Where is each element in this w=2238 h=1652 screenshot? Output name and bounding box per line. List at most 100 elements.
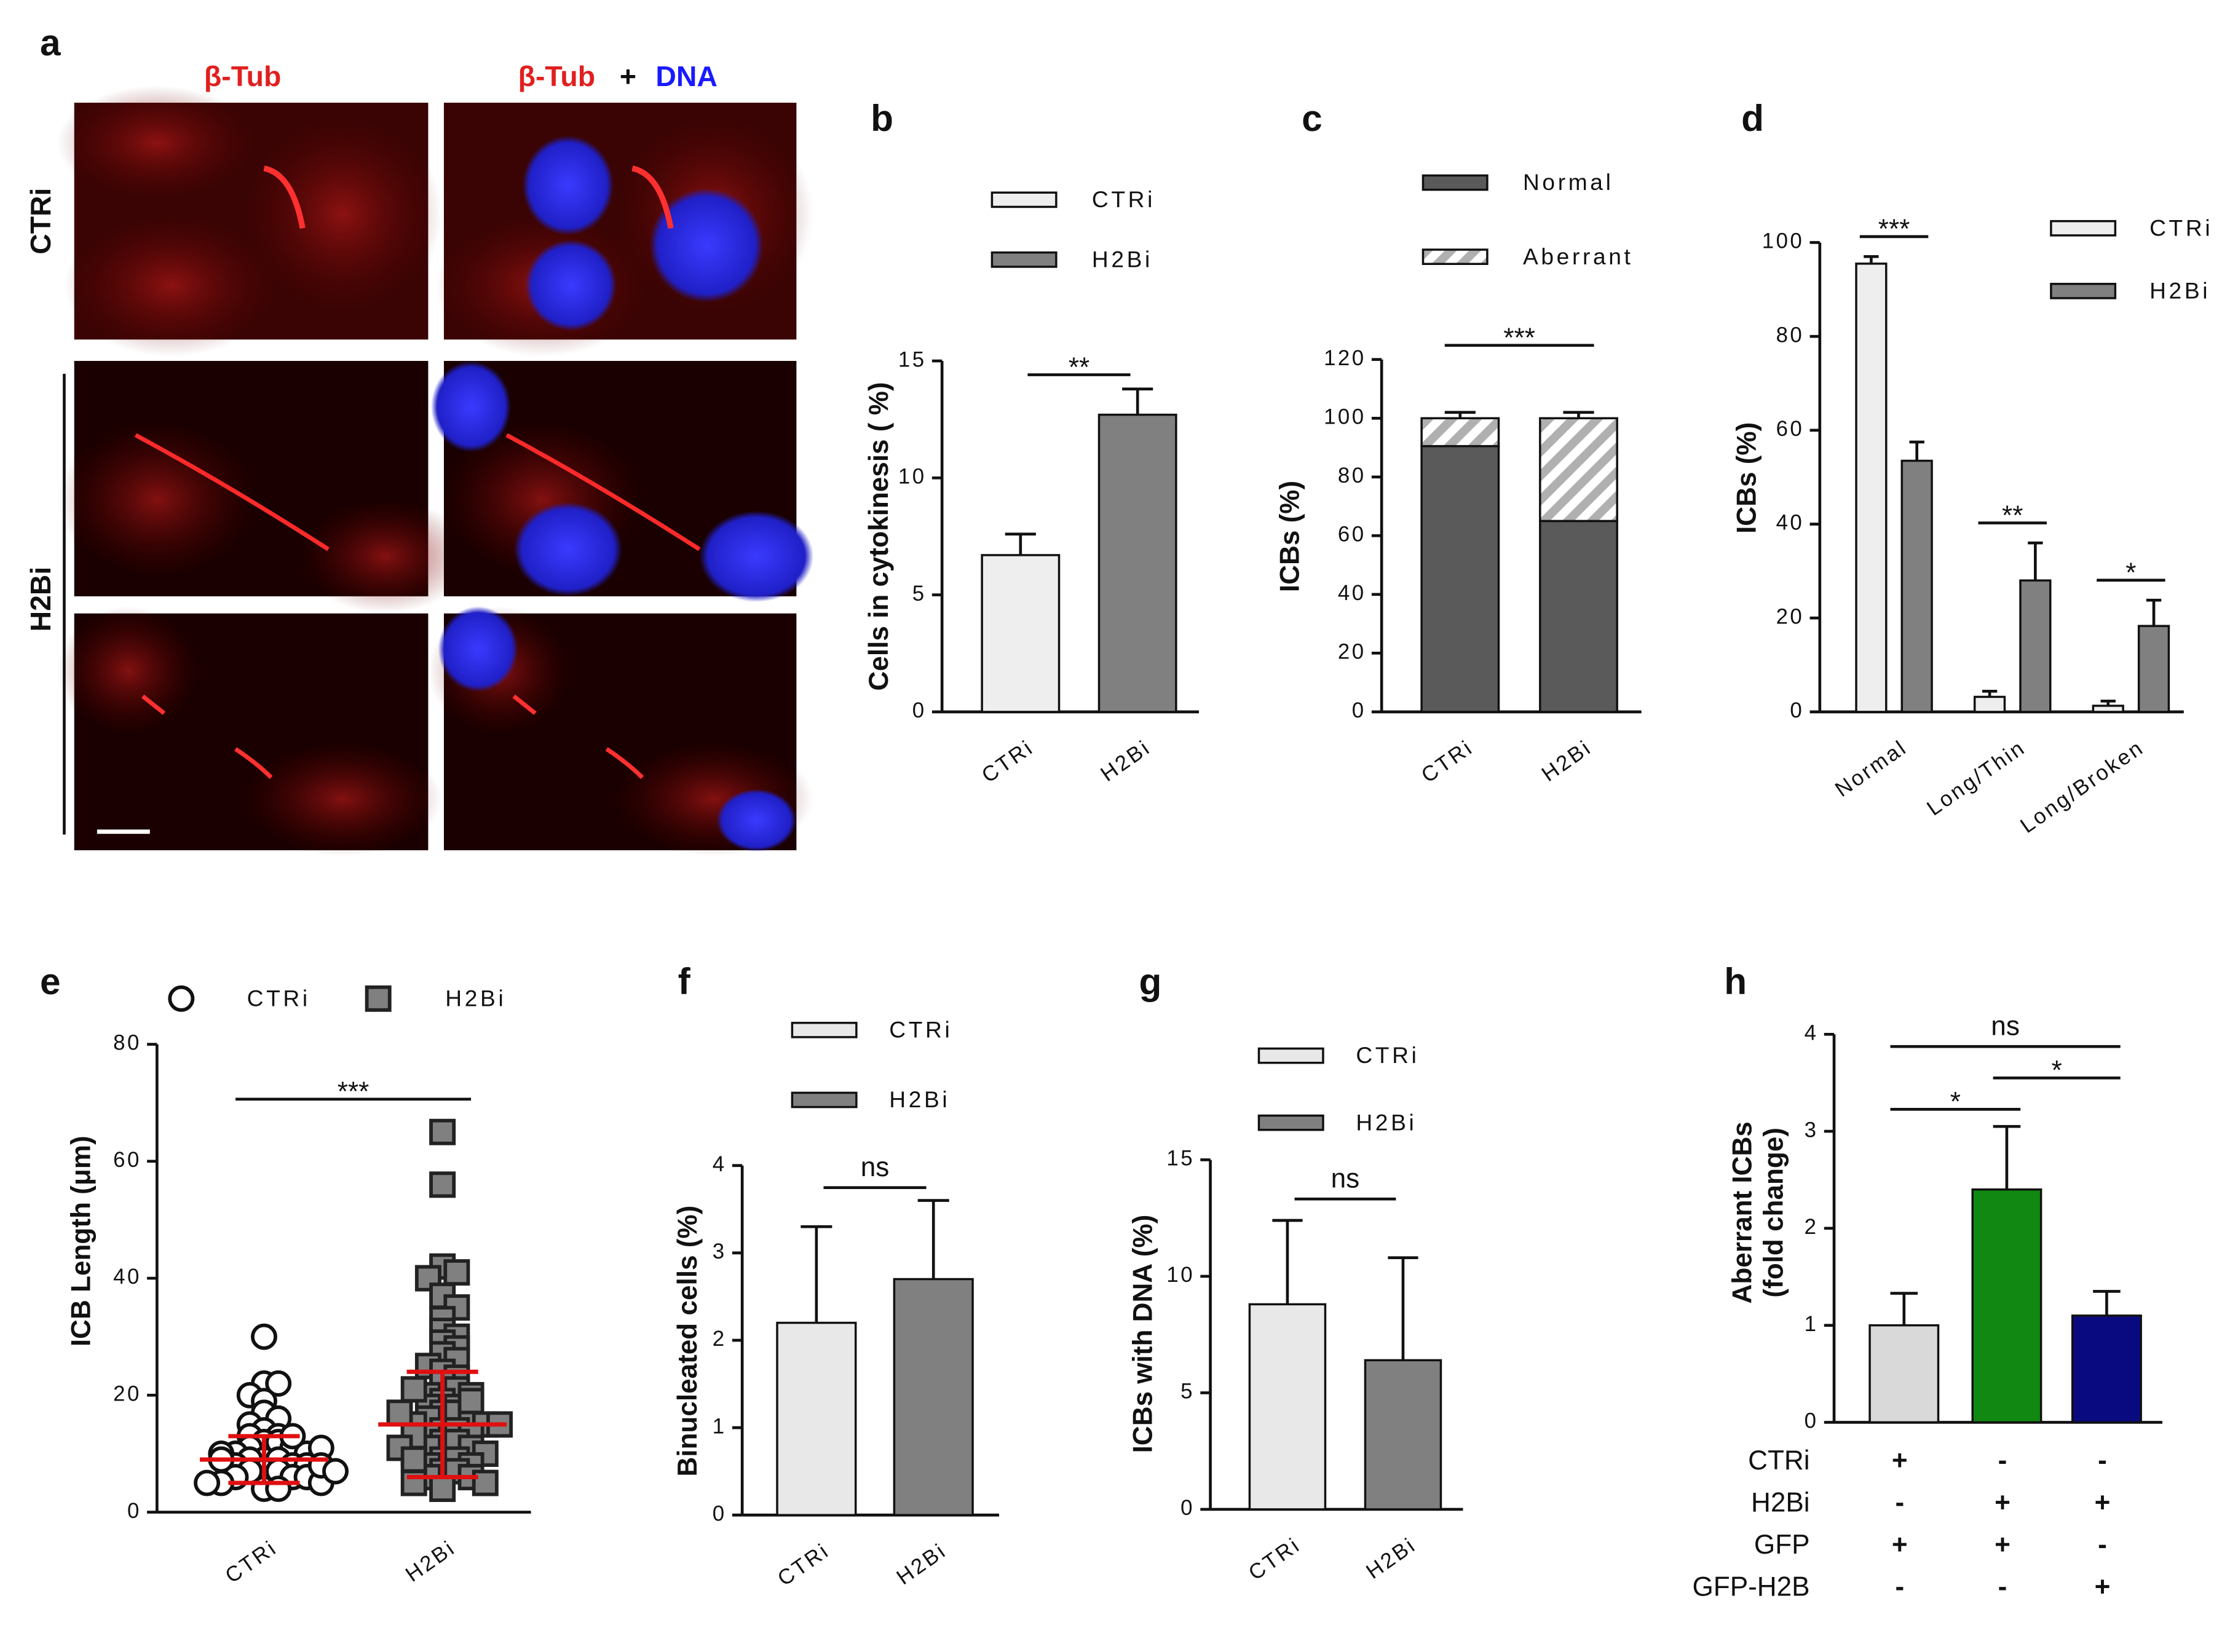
y-tick-label: 15 (898, 347, 927, 371)
significance-label: ** (2002, 500, 2023, 531)
significance-label: ns (861, 1152, 890, 1182)
legend-label: H2Bi (1092, 246, 1153, 272)
y-tick-label: 40 (1776, 511, 1805, 535)
panel-label: e (40, 960, 61, 1002)
x-tick-label: H2Bi (1096, 735, 1155, 786)
legend-swatch (1257, 1114, 1324, 1131)
y-tick-label: 2 (713, 1327, 727, 1351)
y-tick-label: 5 (1180, 1380, 1195, 1404)
image-ctri-merge (435, 103, 814, 357)
condition-sign: - (1895, 1571, 1904, 1602)
bar (2092, 705, 2124, 713)
bar (776, 1321, 857, 1516)
point (386, 1399, 413, 1426)
channel-label: β-Tub (518, 60, 595, 92)
point (443, 1259, 470, 1286)
bar (1248, 1303, 1327, 1511)
significance-label: ns (1991, 1011, 2020, 1041)
x-tick-label: H2Bi (1362, 1533, 1421, 1584)
y-tick-label: 5 (912, 582, 927, 606)
point (322, 1458, 349, 1485)
bar-segment (1420, 417, 1500, 448)
legend-label: H2Bi (2149, 277, 2210, 303)
bar (1855, 263, 1888, 713)
x-tick-label: Normal (1831, 735, 1912, 802)
legend-swatch (1421, 248, 1489, 266)
point (265, 1476, 292, 1503)
bar (981, 554, 1061, 713)
row-label: CTRi (25, 188, 57, 255)
legend-label: CTRi (889, 1016, 952, 1042)
image-h2bi-tub-2 (57, 606, 443, 856)
panel-label: d (1741, 97, 1764, 139)
legend-swatch (1421, 174, 1489, 191)
x-tick-label: H2Bi (892, 1538, 951, 1589)
y-tick-label: 20 (1338, 640, 1366, 664)
x-tick-label: Long/Thin (1923, 735, 2030, 821)
y-tick-label: 3 (1805, 1118, 1819, 1142)
condition-name: GFP-H2B (1692, 1571, 1809, 1602)
y-tick-label: 80 (113, 1031, 141, 1055)
panel-label: a (40, 22, 61, 63)
condition-sign: - (2098, 1445, 2107, 1476)
y-tick-label: 1 (1805, 1312, 1819, 1336)
point (429, 1171, 456, 1198)
bar (2071, 1314, 2142, 1424)
condition-sign: + (1995, 1487, 2011, 1517)
legend-label: Aberrant (1523, 243, 1634, 269)
legend-swatch (990, 251, 1058, 268)
y-tick-label: 0 (1805, 1409, 1819, 1433)
channel-label: + (620, 60, 636, 92)
y-tick-label: 100 (1762, 229, 1805, 253)
y-tick-label: 0 (912, 698, 927, 722)
condition-name: H2Bi (1751, 1487, 1810, 1517)
legend-label: H2Bi (889, 1086, 950, 1112)
x-tick-label: CTRi (978, 735, 1038, 788)
channel-label: β-Tub (204, 60, 281, 92)
image-h2bi-tub-1 (57, 361, 472, 614)
condition-sign: - (1998, 1445, 2007, 1476)
condition-sign: + (2095, 1487, 2111, 1517)
panel-label: h (1724, 960, 1747, 1002)
legend-marker (168, 985, 195, 1012)
bar (1364, 1359, 1442, 1511)
panel-label: f (678, 960, 691, 1002)
legend-swatch (1257, 1047, 1324, 1064)
legend-swatch (791, 1021, 858, 1038)
panel-a-images (57, 85, 814, 856)
y-tick-label: 15 (1166, 1147, 1195, 1171)
condition-sign: - (1895, 1487, 1904, 1517)
x-tick-label: CTRi (773, 1538, 834, 1591)
significance-label: ns (1331, 1164, 1360, 1194)
y-tick-label: 0 (127, 1499, 141, 1523)
x-tick-label: CTRi (1244, 1533, 1305, 1585)
significance-label: *** (1878, 214, 1910, 244)
bar (1868, 1324, 1940, 1424)
x-tick-label: Long/Broken (2016, 735, 2148, 838)
legend-label: CTRi (247, 985, 310, 1011)
y-tick-label: 4 (713, 1152, 727, 1176)
y-tick-label: 60 (1776, 417, 1805, 441)
y-tick-label: 10 (1166, 1263, 1195, 1287)
legend-label: H2Bi (1356, 1109, 1417, 1135)
significance-label: * (2052, 1056, 2062, 1086)
point (400, 1376, 427, 1403)
y-axis-label: ICBs with DNA (%) (1128, 1215, 1158, 1453)
row-label: H2Bi (25, 567, 57, 632)
panel-label: g (1139, 960, 1161, 1002)
significance-label: *** (338, 1077, 369, 1107)
bar (1971, 1188, 2042, 1424)
point (457, 1388, 484, 1415)
y-tick-label: 20 (113, 1382, 141, 1406)
condition-name: CTRi (1748, 1445, 1809, 1476)
bar (1900, 459, 1933, 713)
y-tick-label: 120 (1324, 346, 1366, 370)
y-axis-label: Binucleated cells (%) (673, 1206, 703, 1477)
y-axis-label: ICBs (%) (1275, 481, 1305, 592)
point (400, 1446, 427, 1473)
significance-label: * (2125, 558, 2136, 588)
panel-label: c (1302, 97, 1323, 139)
image-h2bi-merge-2 (428, 606, 814, 856)
legend-swatch (990, 191, 1058, 208)
